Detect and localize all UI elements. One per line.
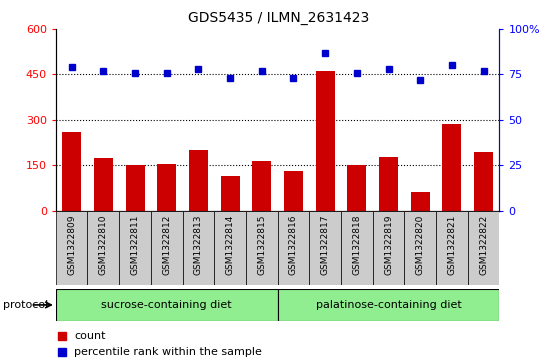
- Text: GSM1322812: GSM1322812: [162, 214, 171, 275]
- Text: sucrose-containing diet: sucrose-containing diet: [102, 300, 232, 310]
- Bar: [341, 211, 373, 285]
- Bar: [88, 211, 119, 285]
- Text: GSM1322817: GSM1322817: [321, 214, 330, 275]
- Bar: [411, 192, 430, 211]
- Text: count: count: [74, 331, 106, 341]
- Text: GDS5435 / ILMN_2631423: GDS5435 / ILMN_2631423: [189, 11, 369, 25]
- Bar: [347, 164, 366, 211]
- Bar: [182, 211, 214, 285]
- Text: GSM1322813: GSM1322813: [194, 214, 203, 275]
- Bar: [189, 150, 208, 211]
- Bar: [214, 211, 246, 285]
- Bar: [126, 164, 145, 211]
- Bar: [373, 211, 405, 285]
- Text: GSM1322822: GSM1322822: [479, 214, 488, 274]
- Text: GSM1322816: GSM1322816: [289, 214, 298, 275]
- Bar: [442, 124, 461, 211]
- Text: percentile rank within the sample: percentile rank within the sample: [74, 347, 262, 357]
- Text: GSM1322810: GSM1322810: [99, 214, 108, 275]
- Text: GSM1322814: GSM1322814: [225, 214, 234, 275]
- Bar: [62, 132, 81, 211]
- Text: GSM1322821: GSM1322821: [448, 214, 456, 275]
- Bar: [284, 171, 303, 211]
- Bar: [151, 211, 182, 285]
- Bar: [94, 158, 113, 211]
- Text: protocol: protocol: [3, 300, 48, 310]
- Bar: [436, 211, 468, 285]
- Bar: [56, 211, 88, 285]
- Bar: [379, 157, 398, 211]
- Bar: [474, 152, 493, 211]
- Bar: [316, 72, 335, 211]
- Text: GSM1322815: GSM1322815: [257, 214, 266, 275]
- Text: GSM1322819: GSM1322819: [384, 214, 393, 275]
- Text: GSM1322820: GSM1322820: [416, 214, 425, 275]
- Bar: [278, 211, 309, 285]
- Bar: [278, 289, 499, 321]
- Text: palatinose-containing diet: palatinose-containing diet: [316, 300, 461, 310]
- Text: GSM1322811: GSM1322811: [131, 214, 140, 275]
- Text: GSM1322818: GSM1322818: [352, 214, 362, 275]
- Bar: [468, 211, 499, 285]
- Bar: [220, 176, 239, 211]
- Bar: [246, 211, 278, 285]
- Bar: [252, 160, 271, 211]
- Bar: [119, 211, 151, 285]
- Bar: [405, 211, 436, 285]
- Text: GSM1322809: GSM1322809: [67, 214, 76, 275]
- Bar: [56, 289, 278, 321]
- Bar: [157, 164, 176, 211]
- Bar: [309, 211, 341, 285]
